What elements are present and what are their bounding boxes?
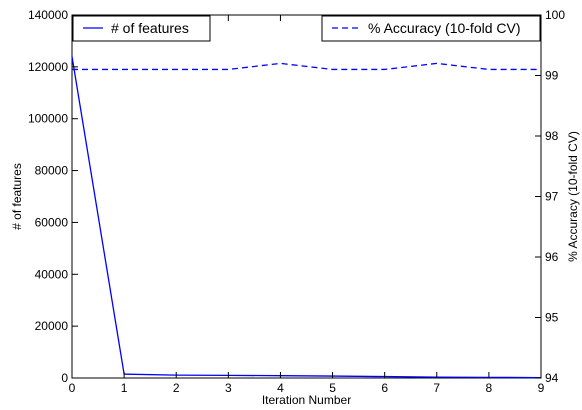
y-right-tick-label: 97 <box>545 190 559 204</box>
x-tick-label: 8 <box>486 381 493 395</box>
y-left-tick-label: 140000 <box>28 8 68 22</box>
x-tick-label: 9 <box>538 381 545 395</box>
y-right-tick-label: 100 <box>545 8 565 22</box>
y-left-tick-label: 80000 <box>35 164 69 178</box>
x-tick-label: 4 <box>277 381 284 395</box>
x-tick-label: 7 <box>433 381 440 395</box>
x-tick-label: 0 <box>69 381 76 395</box>
y-axis-left-title: # of features <box>10 163 24 230</box>
x-tick-label: 2 <box>173 381 180 395</box>
y-right-tick-label: 94 <box>545 371 559 385</box>
y-left-tick-label: 60000 <box>35 215 69 229</box>
series-line-1 <box>72 62 541 71</box>
y-left-tick-label: 100000 <box>28 112 68 126</box>
legend-right-label: % Accuracy (10-fold CV) <box>368 20 521 36</box>
x-tick-label: 5 <box>329 381 336 395</box>
legend-left: # of features <box>72 15 211 42</box>
x-tick-label: 1 <box>121 381 128 395</box>
series-line-0 <box>71 56 542 379</box>
y-right-tick-label: 98 <box>545 129 559 143</box>
x-axis: 0 1 2 3 4 5 6 7 8 9 <box>69 15 545 395</box>
y-left-tick-label: 120000 <box>28 60 68 74</box>
y-axis-left: 0 20000 40000 60000 80000 100000 120000 140000 <box>28 8 78 385</box>
legend-right-box <box>321 15 541 42</box>
legend-right: % Accuracy (10-fold CV) <box>321 15 541 42</box>
y-left-tick-label: 20000 <box>35 319 69 333</box>
x-axis-title: Iteration Number <box>262 393 351 407</box>
y-axis-right-title: % Accuracy (10-fold CV) <box>566 131 580 262</box>
x-tick-label: 6 <box>381 381 388 395</box>
x-tick-label: 3 <box>225 381 232 395</box>
y-axis-right: 94 95 96 97 98 99 100 <box>535 8 565 385</box>
y-right-tick-label: 96 <box>545 250 559 264</box>
y-right-tick-label: 99 <box>545 69 559 83</box>
series-layer <box>71 56 542 379</box>
y-left-tick-label: 40000 <box>35 267 69 281</box>
legend-left-label: # of features <box>111 20 189 36</box>
y-left-tick-label: 0 <box>61 371 68 385</box>
y-right-tick-label: 95 <box>545 311 559 325</box>
